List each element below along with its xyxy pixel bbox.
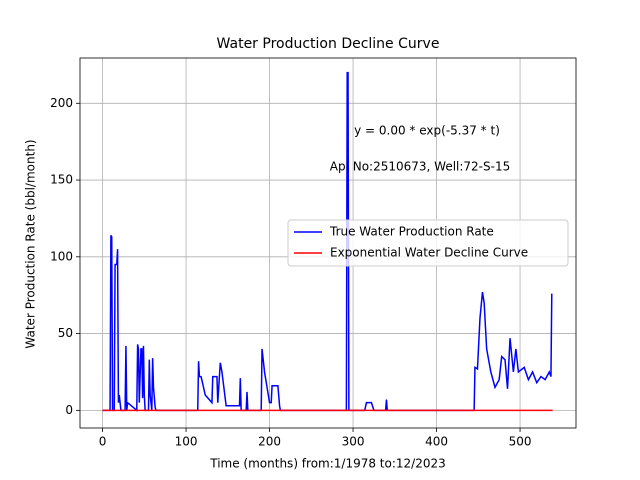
x-tick-label: 0 — [99, 435, 107, 449]
y-tick-label: 150 — [50, 173, 73, 187]
chart-title: Water Production Decline Curve — [217, 36, 440, 52]
x-axis-label: Time (months) from:1/1978 to:12/2023 — [209, 457, 446, 471]
annotation: y = 0.00 * exp(-5.37 * t) — [354, 124, 500, 138]
legend-box — [287, 219, 569, 267]
y-axis-label: Water Production Rate (bbl/month) — [24, 139, 38, 348]
y-tick-label: 200 — [50, 96, 73, 110]
annotation: Api No:2510673, Well:72-S-15 — [330, 160, 510, 174]
x-tick-label: 300 — [342, 435, 365, 449]
y-tick-label: 50 — [58, 326, 73, 340]
y-tick-label: 100 — [50, 249, 73, 263]
x-tick-label: 500 — [509, 435, 532, 449]
x-tick-label: 100 — [175, 435, 198, 449]
plot-frame — [79, 57, 577, 429]
legend-label: True Water Production Rate — [329, 225, 494, 239]
legend: True Water Production Rate Exponential Wa… — [287, 219, 569, 267]
y-tick-label: 0 — [65, 403, 73, 417]
x-tick-label: 200 — [258, 435, 281, 449]
legend-label: Exponential Water Decline Curve — [330, 246, 528, 260]
x-tick-label: 400 — [425, 435, 448, 449]
